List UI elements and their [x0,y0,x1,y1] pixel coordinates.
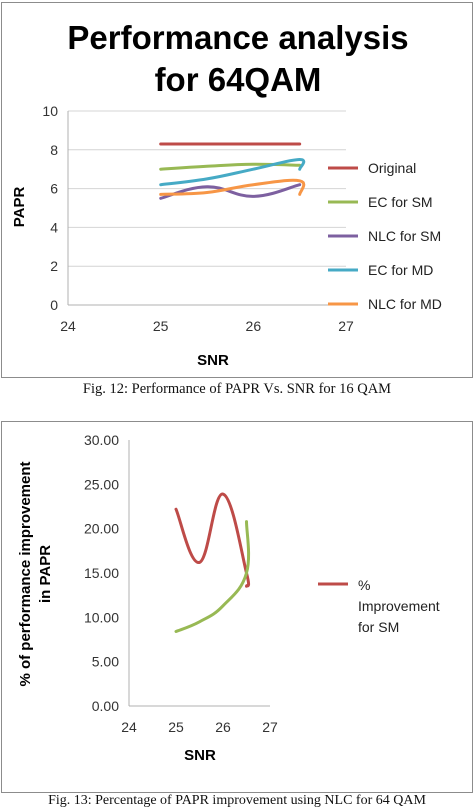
y-tick-label: 30.00 [84,432,119,448]
y-tick-label: 4 [50,219,58,235]
chart-percentage-improvement: 0.00 5.00 10.00 15.00 20.00 25.00 30.00 24 25 26 2… [1,421,473,793]
legend-label: Improvement [358,598,440,614]
y-tick-label: 6 [50,181,58,197]
x-tick-label: 24 [121,719,137,735]
series-line-2 [174,520,251,633]
x-tick-label: 25 [168,719,184,735]
x-tick-label: 26 [246,318,262,334]
y-tick-label: 20.00 [84,521,119,537]
legend-label: NLC for SM [368,228,441,244]
legend-label: for SM [358,619,399,635]
y-tick-label: 10.00 [84,609,119,625]
y-tick-label: 2 [50,258,58,274]
x-tick-label: 27 [262,719,278,735]
x-tick-label: 27 [338,318,354,334]
x-axis-label: SNR [197,352,229,369]
x-axis-label: SNR [184,747,216,764]
figure-12-caption: Fig. 12: Performance of PAPR Vs. SNR for… [82,381,392,397]
figure-13-caption: Fig. 13: Percentage of PAPR improvement … [48,793,426,808]
y-tick-label: 10 [42,103,58,119]
y-axis-label: PAPR [11,187,28,228]
chart2-svg: 0.00 5.00 10.00 15.00 20.00 25.00 30.00 24 25 26 2… [17,432,440,764]
y-axis-label: in PAPR [37,545,54,603]
legend-label: NLC for MD [368,296,442,312]
x-tick-label: 25 [153,318,169,334]
legend-label: EC for SM [368,194,433,210]
chart-performance-analysis: Performance analysis for 64QAM 0 2 4 6 8 10 24 25… [1,2,473,378]
y-tick-label: 15.00 [84,565,119,581]
series-line-2 [159,162,302,171]
legend-label: Original [368,160,416,176]
series-line-4 [159,158,306,187]
series-line-5 [159,178,306,196]
series-line-3 [159,183,302,200]
y-axis-label: % of performance improvement [17,461,34,686]
y-tick-label: 0.00 [92,698,119,714]
y-tick-label: 5.00 [92,654,119,670]
series-line-1 [174,492,251,588]
legend-label: % [358,577,370,593]
legend-label: EC for MD [368,262,433,278]
x-tick-label: 24 [60,318,76,334]
y-tick-label: 0 [50,297,58,313]
y-tick-label: 8 [50,142,58,158]
y-tick-label: 25.00 [84,476,119,492]
chart-title: for 64QAM [155,61,322,98]
chart-title: Performance analysis [67,19,408,56]
x-tick-label: 26 [215,719,231,735]
